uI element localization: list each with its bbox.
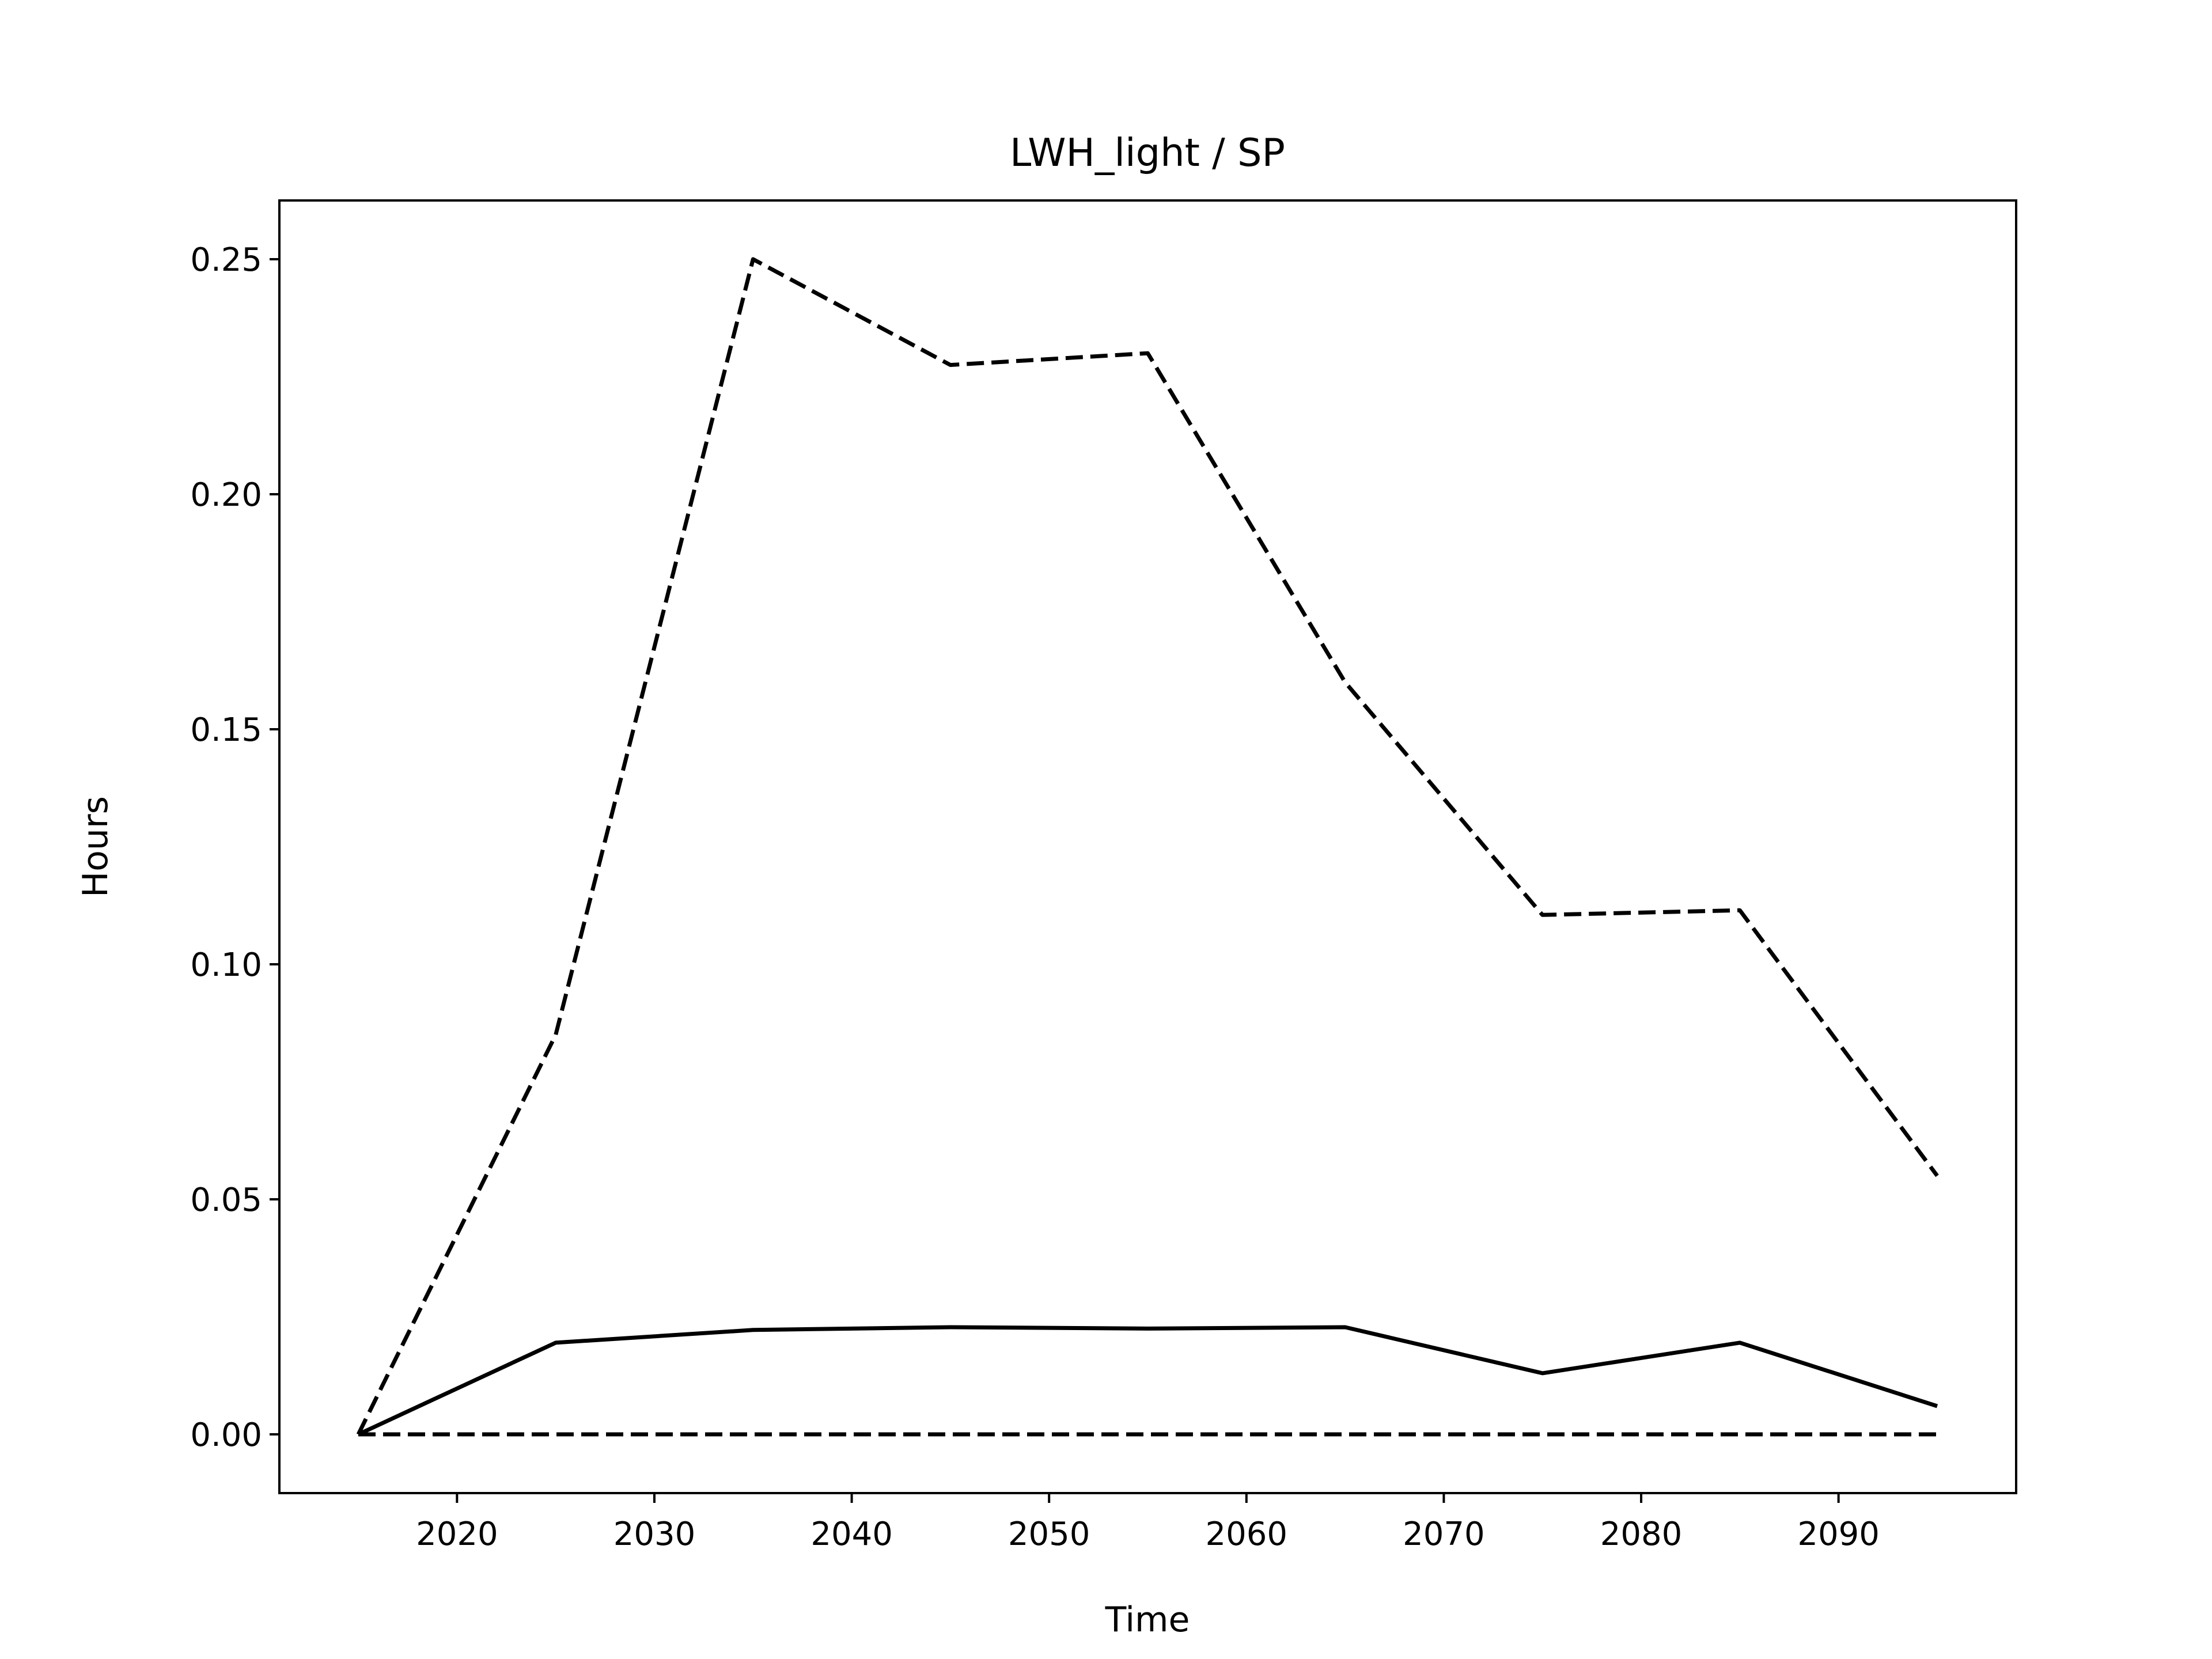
x-tick-label: 2030: [613, 1516, 696, 1553]
y-tick-label: 0.15: [190, 711, 262, 749]
series-2-line: [357, 1325, 1938, 1437]
x-axis-label: Time: [1105, 1600, 1190, 1640]
x-tick-label: 2050: [1008, 1516, 1090, 1553]
chart-title: LWH_light / SP: [1010, 130, 1285, 175]
y-tick-label: 0.05: [190, 1181, 262, 1219]
x-tick-label: 2070: [1403, 1516, 1485, 1553]
y-tick-label: 0.25: [190, 241, 262, 279]
y-tick-label: 0.00: [190, 1416, 262, 1454]
series-1-line: [356, 257, 1939, 1435]
y-tick-label: 0.20: [190, 476, 262, 514]
x-tick-label: 2080: [1600, 1516, 1683, 1553]
y-tick-label: 0.10: [190, 946, 262, 984]
x-axis-ticks: 2020 2030 2040 2050 2060 2070 2080 2090: [416, 1493, 1880, 1553]
y-axis-ticks: 0.00 0.05 0.10 0.15 0.20 0.25: [190, 241, 279, 1454]
x-tick-label: 2090: [1797, 1516, 1880, 1553]
x-tick-label: 2040: [810, 1516, 893, 1553]
x-tick-label: 2060: [1206, 1516, 1288, 1553]
plot-area-frame: [278, 199, 2017, 1494]
y-axis-label: Hours: [75, 796, 116, 897]
series-layer: [356, 257, 1939, 1437]
x-tick-label: 2020: [416, 1516, 498, 1553]
